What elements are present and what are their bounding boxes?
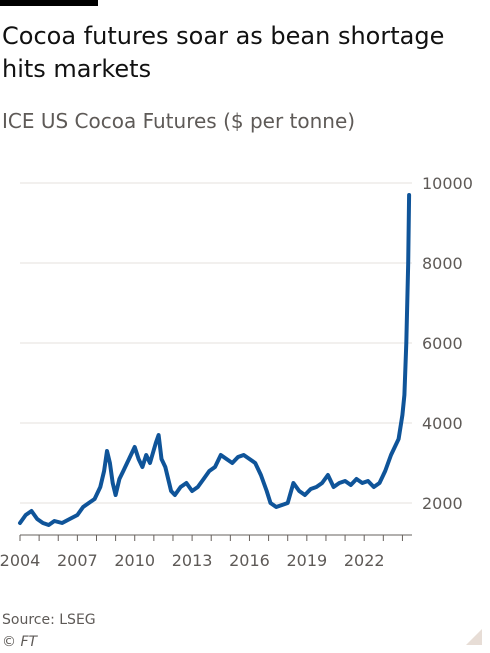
x-tick-label: 2016 [229, 551, 270, 570]
y-tick-label: 2000 [422, 494, 463, 513]
x-tick-label: 2013 [172, 551, 213, 570]
y-tick-label: 8000 [422, 254, 463, 273]
brand-bar [0, 0, 98, 6]
chart-subtitle: ICE US Cocoa Futures ($ per tonne) [2, 109, 356, 133]
chart-title: Cocoa futures soar as bean shortage hits… [2, 22, 445, 83]
x-tick-label: 2004 [0, 551, 40, 570]
y-tick-label: 6000 [422, 334, 463, 353]
x-tick-label: 2010 [114, 551, 155, 570]
x-tick-label: 2022 [344, 551, 385, 570]
copyright-note: © FT [2, 634, 38, 650]
y-tick-label: 10000 [422, 174, 473, 193]
series-line [18, 193, 412, 527]
x-tick-label: 2007 [57, 551, 98, 570]
corner-fold-icon [466, 629, 482, 645]
x-tick-label: 2019 [286, 551, 327, 570]
source-note: Source: LSEG [2, 612, 96, 628]
y-tick-label: 4000 [422, 414, 463, 433]
chart-area: 2000 4000 6000 8000 10000 2004 2007 2010 2013 201… [0, 174, 473, 570]
